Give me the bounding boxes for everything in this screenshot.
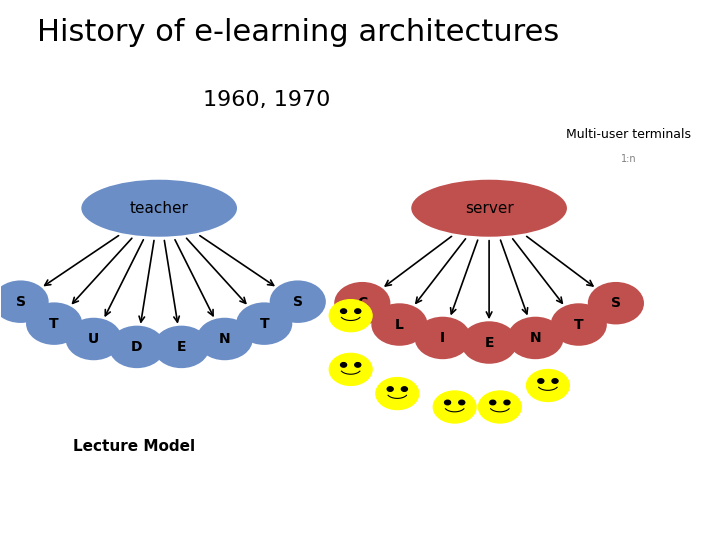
Circle shape — [27, 303, 81, 344]
Circle shape — [197, 319, 252, 360]
Circle shape — [490, 400, 496, 405]
Text: N: N — [530, 331, 541, 345]
Text: C: C — [357, 296, 367, 310]
Circle shape — [415, 318, 470, 359]
Circle shape — [387, 387, 393, 392]
Circle shape — [462, 322, 516, 363]
Circle shape — [271, 281, 325, 322]
Circle shape — [459, 400, 465, 405]
Circle shape — [433, 391, 476, 423]
Circle shape — [0, 281, 48, 322]
Circle shape — [355, 309, 361, 313]
Text: 1960, 1970: 1960, 1970 — [203, 90, 330, 110]
Circle shape — [341, 309, 346, 313]
Text: History of e-learning architectures: History of e-learning architectures — [37, 17, 559, 46]
Circle shape — [552, 304, 606, 345]
Ellipse shape — [81, 179, 238, 238]
Circle shape — [478, 391, 521, 423]
Text: Lecture Model: Lecture Model — [73, 439, 195, 454]
Circle shape — [401, 387, 408, 392]
Circle shape — [552, 379, 558, 383]
Text: Multi-user terminals: Multi-user terminals — [567, 127, 691, 140]
Circle shape — [341, 363, 346, 367]
Text: S: S — [16, 295, 26, 309]
Text: N: N — [219, 332, 230, 346]
Circle shape — [355, 363, 361, 367]
Circle shape — [444, 400, 451, 405]
Text: S: S — [611, 296, 621, 310]
Circle shape — [237, 303, 292, 344]
Circle shape — [376, 377, 419, 410]
Text: S: S — [293, 295, 302, 309]
Text: I: I — [440, 331, 445, 345]
Circle shape — [335, 283, 390, 323]
Text: 1:n: 1:n — [621, 154, 636, 165]
Text: T: T — [259, 316, 269, 330]
Circle shape — [526, 369, 570, 402]
Text: T: T — [574, 318, 584, 332]
Ellipse shape — [410, 179, 568, 238]
Circle shape — [372, 304, 427, 345]
Text: teacher: teacher — [130, 201, 189, 215]
Text: server: server — [464, 201, 513, 215]
Text: L: L — [395, 318, 404, 332]
Circle shape — [109, 327, 164, 367]
Circle shape — [154, 327, 209, 367]
Circle shape — [329, 353, 372, 386]
Circle shape — [66, 319, 121, 360]
Circle shape — [508, 318, 563, 359]
Text: D: D — [131, 340, 143, 354]
Text: E: E — [176, 340, 186, 354]
Text: U: U — [88, 332, 99, 346]
Circle shape — [329, 300, 372, 332]
Circle shape — [504, 400, 510, 405]
Text: T: T — [49, 316, 59, 330]
Circle shape — [589, 283, 643, 323]
Circle shape — [538, 379, 544, 383]
Text: E: E — [485, 335, 494, 349]
